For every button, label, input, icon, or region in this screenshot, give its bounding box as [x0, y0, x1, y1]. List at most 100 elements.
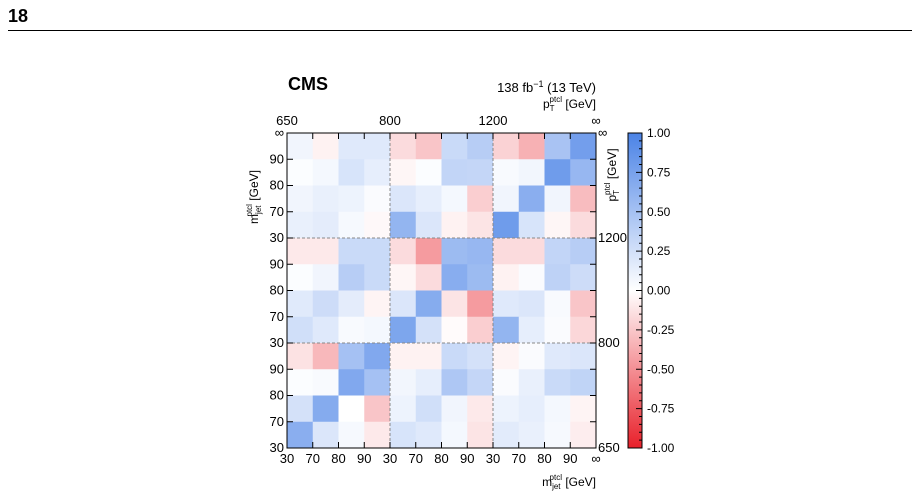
heatmap-cell	[467, 159, 494, 186]
page-number: 18	[8, 6, 29, 26]
heatmap-cell	[518, 369, 545, 396]
heatmap-cell	[364, 133, 391, 160]
heatmap-cell	[312, 316, 339, 344]
right-tick-label: 800	[598, 335, 620, 350]
heatmap-cell	[570, 316, 597, 344]
heatmap-cell	[544, 211, 571, 239]
heatmap-cell	[518, 290, 545, 318]
right-tick-label: 650	[598, 440, 620, 455]
heatmap-cell	[338, 395, 365, 423]
bottom-tick-label: 80	[331, 451, 345, 466]
heatmap-cell	[287, 264, 314, 291]
heatmap-cell	[518, 264, 545, 291]
heatmap-cell	[441, 369, 468, 396]
heatmap-cell	[518, 238, 545, 265]
heatmap-cell	[493, 290, 520, 318]
bottom-tick-label: 70	[409, 451, 423, 466]
heatmap-cell	[570, 290, 597, 318]
heatmap-cell	[441, 185, 468, 213]
heatmap-cell	[441, 290, 468, 318]
heatmap-cell	[441, 264, 468, 291]
heatmap-cell	[312, 159, 339, 186]
colorbar-tick-label: -0.50	[647, 362, 675, 376]
heatmap-cell	[287, 211, 314, 239]
bottom-axis-label: mjetptcl [GeV]	[542, 473, 596, 491]
heatmap-cell	[518, 395, 545, 423]
top-tick-label: ∞	[591, 113, 600, 128]
heatmap-cell	[467, 185, 494, 213]
heatmap-cell	[518, 316, 545, 344]
heatmap-cell	[364, 185, 391, 213]
heatmap-cell	[441, 316, 468, 344]
colorbar-ticks: 1.00 0.75 0.50 0.25 0.00 -0.25 -0.50 -0.75 -1.00	[636, 126, 675, 455]
heatmap-cell	[390, 369, 417, 396]
header-rule	[8, 30, 912, 31]
heatmap-cell	[415, 343, 442, 370]
right-axis-label: pTptcl [GeV]	[603, 148, 621, 201]
heatmap-cell	[467, 421, 494, 449]
heatmap-cell	[287, 159, 314, 186]
heatmap-cell	[338, 290, 365, 318]
heatmap-cell	[570, 369, 597, 396]
heatmap-cell	[364, 316, 391, 344]
heatmap-cell	[467, 395, 494, 423]
left-axis-label: mjetptcl [GeV]	[245, 170, 263, 224]
left-tick-label: 90	[270, 256, 284, 271]
heatmap-cell	[493, 238, 520, 265]
heatmap-cell	[287, 290, 314, 318]
heatmap-cell	[441, 159, 468, 186]
heatmap-cell	[287, 133, 314, 160]
heatmap-cell	[312, 211, 339, 239]
heatmap-cell	[493, 316, 520, 344]
heatmap-cell	[312, 133, 339, 160]
heatmap-cell	[312, 343, 339, 370]
right-tick-label: 1200	[598, 230, 627, 245]
heatmap-cell	[390, 264, 417, 291]
heatmap-cell	[467, 316, 494, 344]
heatmap-cell	[518, 133, 545, 160]
heatmap-cell	[415, 133, 442, 160]
heatmap-cell	[467, 290, 494, 318]
bottom-tick-label: 30	[280, 451, 294, 466]
left-tick-label: 70	[270, 204, 284, 219]
left-tick-label: 30	[270, 230, 284, 245]
colorbar-tick-label: -1.00	[647, 441, 675, 455]
heatmap-cell	[518, 159, 545, 186]
heatmap-cell	[364, 264, 391, 291]
heatmap-cell	[544, 185, 571, 213]
heatmap-cell	[415, 395, 442, 423]
heatmap-cell	[570, 159, 597, 186]
heatmap-cell	[287, 369, 314, 396]
heatmap-cell	[364, 211, 391, 239]
heatmap-cell	[441, 211, 468, 239]
bottom-tick-label: ∞	[591, 451, 600, 466]
heatmap-cell	[312, 264, 339, 291]
left-tick-label: 30	[270, 335, 284, 350]
block-dividers	[287, 133, 596, 448]
heatmap-cell	[338, 185, 365, 213]
heatmap-cell	[544, 238, 571, 265]
left-tick-label: 90	[270, 151, 284, 166]
heatmap-cell	[570, 238, 597, 265]
heatmap-cell	[338, 211, 365, 239]
heatmap-cell	[467, 211, 494, 239]
left-tick-label: 70	[270, 414, 284, 429]
heatmap-cell	[441, 238, 468, 265]
top-tick-label: 1200	[479, 113, 508, 128]
heatmap-cell	[415, 185, 442, 213]
heatmap-cell	[390, 395, 417, 423]
heatmap-cell	[518, 343, 545, 370]
heatmap-cell	[390, 238, 417, 265]
heatmap-cell	[518, 421, 545, 449]
heatmap-cell	[544, 343, 571, 370]
heatmap-cell	[570, 421, 597, 449]
heatmap-cell	[441, 421, 468, 449]
bottom-tick-label: 70	[512, 451, 526, 466]
heatmap-cell	[544, 421, 571, 449]
heatmap-cell	[338, 316, 365, 344]
bottom-tick-label: 90	[460, 451, 474, 466]
heatmap-cell	[441, 395, 468, 423]
bottom-tick-label: 70	[306, 451, 320, 466]
heatmap-cell	[338, 133, 365, 160]
left-tick-label: ∞	[275, 125, 284, 140]
